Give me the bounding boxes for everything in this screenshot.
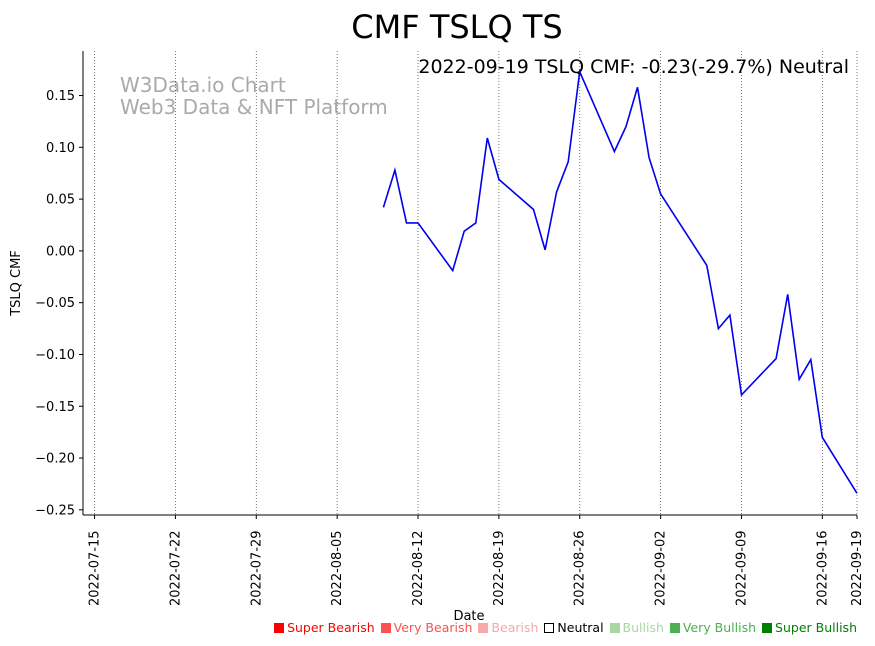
legend-swatch: [478, 623, 489, 633]
x-axis-label: Date: [453, 609, 484, 624]
x-tick-label: 2022-09-02: [654, 530, 669, 606]
legend-label: Neutral: [557, 620, 604, 635]
x-tick-label: 2022-08-12: [411, 530, 426, 606]
legend-label: Super Bearish: [287, 620, 375, 635]
legend-label: Bullish: [622, 620, 664, 635]
x-tick-label: 2022-09-09: [734, 530, 749, 606]
x-tick-label: 2022-07-15: [88, 530, 103, 606]
x-tick-label: 2022-09-16: [815, 530, 830, 606]
legend-item: Neutral: [544, 620, 604, 635]
y-tick-label: −0.10: [35, 348, 75, 363]
legend-item: Very Bullish: [669, 620, 757, 635]
x-tick-label: 2022-08-26: [573, 530, 588, 606]
y-axis-label: TSLQ CMF: [9, 250, 24, 317]
legend-label: Very Bearish: [393, 620, 473, 635]
legend-swatch: [609, 623, 620, 633]
y-tick-label: −0.15: [35, 400, 75, 415]
x-gridlines: [94, 51, 858, 515]
y-tick-label: 0.00: [46, 244, 75, 259]
legend-item: Bearish: [478, 620, 538, 635]
watermark-line-1: W3Data.io Chart: [120, 73, 286, 97]
legend-swatch: [762, 623, 773, 633]
cmf-legend: Super Bearish Very Bearish Bearish Neutral B…: [268, 620, 857, 635]
cmf-series-line: [382, 68, 858, 494]
y-axis-ticks: 0.15 0.10 0.05 0.00 −0.05 −0.10 −0.15 −0.20 −0.2…: [35, 89, 83, 518]
y-tick-label: 0.05: [46, 193, 75, 208]
x-tick-label: 2022-07-22: [168, 530, 183, 606]
y-tick-label: 0.15: [46, 89, 75, 104]
x-tick-label: 2022-08-19: [492, 530, 507, 606]
legend-label: Very Bullish: [682, 620, 757, 635]
x-tick-label: 2022-08-05: [330, 530, 345, 606]
x-axis-ticks: 2022-07-15 2022-07-22 2022-07-29 2022-08-05…: [88, 515, 865, 606]
y-tick-label: 0.10: [46, 141, 75, 156]
y-tick-label: −0.05: [35, 296, 75, 311]
legend-item: Very Bearish: [380, 620, 473, 635]
legend-swatch: [380, 623, 391, 633]
y-tick-label: −0.20: [35, 452, 75, 467]
y-tick-label: −0.25: [35, 503, 75, 518]
legend-item: Super Bullish: [762, 620, 857, 635]
legend-item: Bullish: [609, 620, 664, 635]
cmf-annotation: 2022-09-19 TSLQ CMF: -0.23(-29.7%) Neutr…: [418, 56, 849, 78]
x-tick-label: 2022-09-19: [850, 530, 865, 606]
legend-swatch: [274, 623, 285, 633]
legend-label: Bearish: [491, 620, 539, 635]
legend-item: Super Bearish: [274, 620, 375, 635]
x-tick-label: 2022-07-29: [249, 530, 264, 606]
legend-swatch: [669, 623, 680, 633]
legend-label: Super Bullish: [775, 620, 857, 635]
watermark-line-2: Web3 Data & NFT Platform: [120, 95, 388, 119]
chart-title: CMF TSLQ TS: [351, 8, 562, 46]
legend-swatch: [544, 623, 555, 633]
